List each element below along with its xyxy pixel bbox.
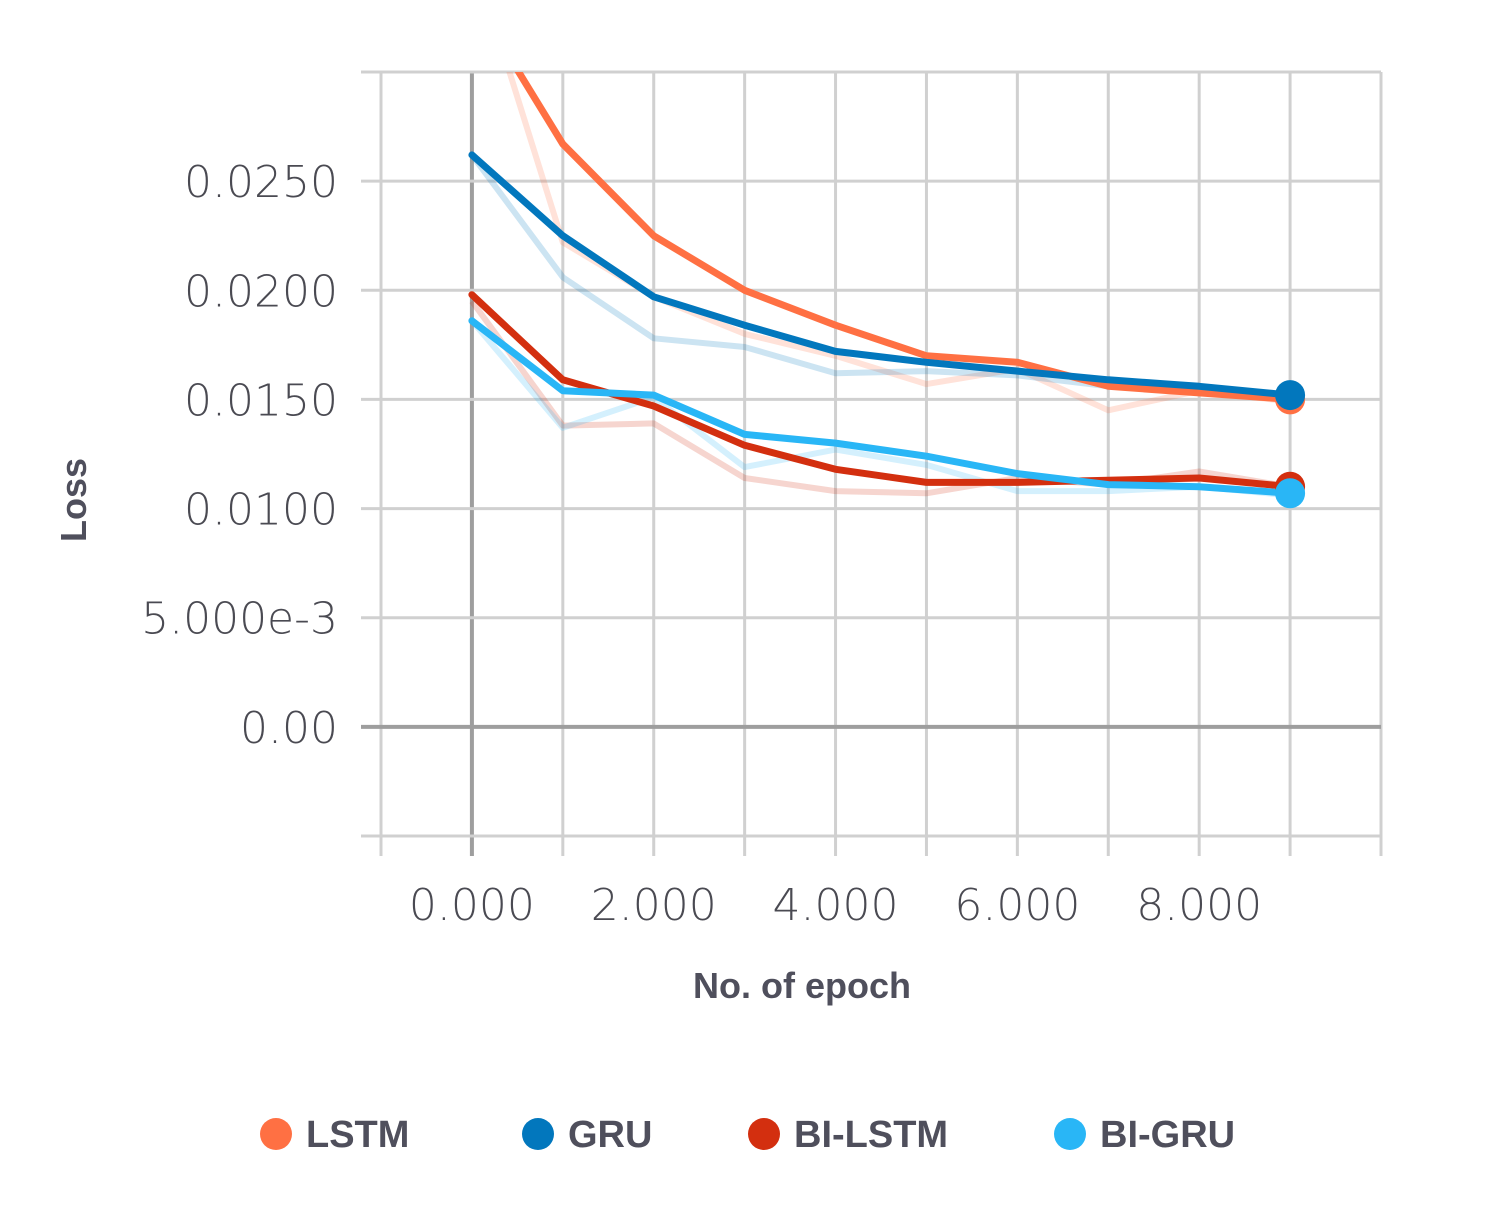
axis-ticks: 0.00 5.000e-3 0.0100 0.0150 0.0200 0.0250 0.00…: [141, 157, 1262, 931]
lstm-raw-line: [506, 72, 1291, 414]
smoothed-series-lines: [468, 72, 1294, 497]
gru-raw-line: [469, 153, 1291, 403]
x-tick-label: 0.000: [409, 880, 535, 931]
legend-swatch-lstm: [260, 1118, 292, 1150]
x-tick-label: 8.000: [1136, 880, 1262, 931]
grid: [361, 70, 1383, 856]
end-point-markers: [1275, 380, 1306, 509]
lstm-line: [514, 72, 1294, 403]
gru-end-marker: [1275, 380, 1306, 411]
legend-swatch-bi-lstm: [748, 1118, 780, 1150]
y-tick-label: 0.0150: [184, 375, 338, 426]
y-tick-label: 0.0250: [184, 157, 338, 208]
legend-swatch-gru: [522, 1118, 554, 1150]
legend-label-bi-lstm: BI-LSTM: [794, 1114, 948, 1156]
x-tick-label: 6.000: [954, 880, 1080, 931]
y-tick-label: 0.00: [240, 703, 338, 754]
raw-series-lines: [469, 72, 1291, 499]
y-tick-label: 0.0200: [184, 266, 338, 317]
y-tick-label: 5.000e-3: [141, 594, 338, 645]
x-tick-label: 4.000: [773, 880, 899, 931]
x-axis-title: No. of epoch: [693, 965, 911, 1006]
bi-gru-end-marker: [1275, 478, 1306, 509]
legend-label-gru: GRU: [568, 1114, 652, 1156]
legend-swatch-bi-gru: [1054, 1118, 1086, 1150]
legend: LSTM GRU BI-LSTM BI-GRU: [260, 1114, 1235, 1156]
bi-gru-line: [468, 317, 1294, 497]
legend-label-bi-gru: BI-GRU: [1100, 1114, 1235, 1156]
gru-line: [468, 151, 1294, 399]
x-tick-label: 2.000: [591, 880, 717, 931]
bi-gru-raw-line: [469, 318, 1291, 499]
y-axis-title: Loss: [53, 458, 94, 542]
y-tick-label: 0.0100: [184, 485, 338, 536]
legend-label-lstm: LSTM: [306, 1114, 409, 1156]
